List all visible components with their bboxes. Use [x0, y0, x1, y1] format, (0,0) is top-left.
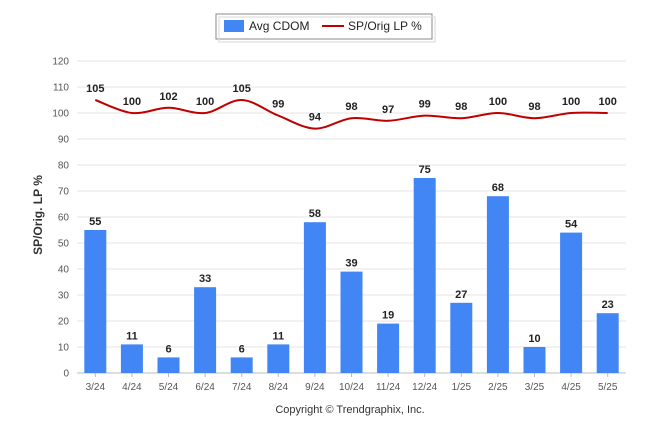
bar [450, 302, 473, 373]
line-data-label: 102 [159, 91, 177, 103]
y-tick-label: 50 [58, 239, 70, 250]
bar [157, 357, 180, 373]
line-series: 105 100 102 100 105 99 94 98 97 99 98 100 98 100 100 [86, 83, 617, 130]
bar-data-label: 68 [492, 182, 504, 194]
line-data-label: 100 [489, 96, 507, 108]
line-data-label: 105 [233, 83, 251, 95]
x-tick-label: 8/24 [269, 382, 289, 393]
x-tick-label: 9/24 [305, 382, 325, 393]
y-tick-label: 80 [58, 161, 70, 172]
y-tick-label: 30 [58, 291, 70, 302]
bar-data-label: 58 [309, 208, 321, 220]
line-data-label: 105 [86, 83, 104, 95]
bar-data-label: 19 [382, 310, 394, 322]
bar-data-label: 6 [165, 343, 171, 355]
line-data-label: 100 [123, 96, 141, 108]
legend-shadow [218, 16, 436, 43]
x-tick-label: 5/25 [598, 382, 618, 393]
y-tick-label: 90 [58, 135, 70, 146]
bar [413, 178, 436, 373]
y-tick-label: 10 [58, 343, 70, 354]
bar [377, 323, 400, 373]
bar [596, 313, 619, 373]
bar [84, 230, 107, 373]
x-tick-label: 4/25 [561, 382, 581, 393]
legend: Avg CDOM SP/Orig LP % [215, 13, 436, 43]
bar-data-label: 54 [565, 219, 578, 231]
x-tick-label: 7/24 [232, 382, 252, 393]
x-tick-label: 2/25 [488, 382, 508, 393]
bar-data-label: 75 [419, 164, 431, 176]
line-data-label: 99 [419, 99, 431, 111]
line-path [94, 98, 608, 130]
legend-label-sp-orig-lp: SP/Orig LP % [348, 19, 422, 33]
x-tick-label: 1/25 [452, 382, 472, 393]
y-tick-label: 40 [58, 265, 70, 276]
line-data-label: 94 [309, 112, 322, 124]
line-data-label: 100 [562, 96, 580, 108]
x-tick-label: 12/24 [412, 382, 437, 393]
line-data-label: 97 [382, 104, 394, 116]
y-tick-label: 70 [58, 187, 70, 198]
line-data-label: 99 [272, 99, 284, 111]
x-tick-label: 11/24 [376, 382, 401, 393]
bar-series: 55 11 6 33 6 11 58 39 19 75 27 68 10 54 23 [84, 164, 619, 373]
bar-data-label: 33 [199, 273, 211, 285]
bar-data-label: 11 [126, 330, 138, 342]
line-data-label: 98 [345, 101, 357, 113]
y-axis-ticks: 0 10 20 30 40 50 60 70 80 90 100 110 120 [52, 57, 69, 380]
bar-data-label: 55 [89, 216, 101, 228]
bar [267, 344, 290, 373]
line-data-label: 98 [528, 101, 540, 113]
bar-data-label: 6 [239, 343, 245, 355]
x-axis-ticks: 3/24 4/24 5/24 6/24 7/24 8/24 9/24 10/24 11/24 12… [86, 373, 618, 393]
x-tick-label: 4/24 [122, 382, 142, 393]
bar [230, 357, 253, 373]
bar [120, 344, 143, 373]
line-data-label: 100 [196, 96, 214, 108]
bar-data-label: 27 [455, 289, 467, 301]
x-tick-label: 5/24 [159, 382, 179, 393]
y-tick-label: 120 [52, 57, 69, 68]
y-tick-label: 110 [53, 83, 69, 94]
y-tick-label: 60 [58, 213, 70, 224]
line-data-label: 98 [455, 101, 467, 113]
bar [523, 347, 546, 373]
y-axis-title: SP/Orig. LP % [31, 175, 45, 255]
bar-data-label: 23 [602, 299, 614, 311]
y-tick-label: 20 [58, 317, 70, 328]
legend-label-avg-cdom: Avg CDOM [249, 19, 309, 33]
copyright-credit: Copyright © Trendgraphix, Inc. [275, 404, 424, 416]
x-tick-label: 10/24 [339, 382, 364, 393]
bar [303, 222, 326, 373]
bar-data-label: 11 [272, 330, 284, 342]
legend-swatch-avg-cdom [224, 20, 244, 32]
bar [194, 287, 217, 373]
bar [340, 271, 363, 373]
bar [486, 196, 509, 373]
y-tick-label: 0 [63, 369, 69, 380]
bar [560, 232, 583, 373]
x-tick-label: 6/24 [195, 382, 215, 393]
y-tick-label: 100 [52, 109, 69, 120]
line-data-label: 100 [599, 96, 617, 108]
bar-data-label: 10 [528, 333, 540, 345]
bar-data-label: 39 [345, 258, 357, 270]
x-tick-label: 3/24 [86, 382, 106, 393]
x-tick-label: 3/25 [525, 382, 545, 393]
